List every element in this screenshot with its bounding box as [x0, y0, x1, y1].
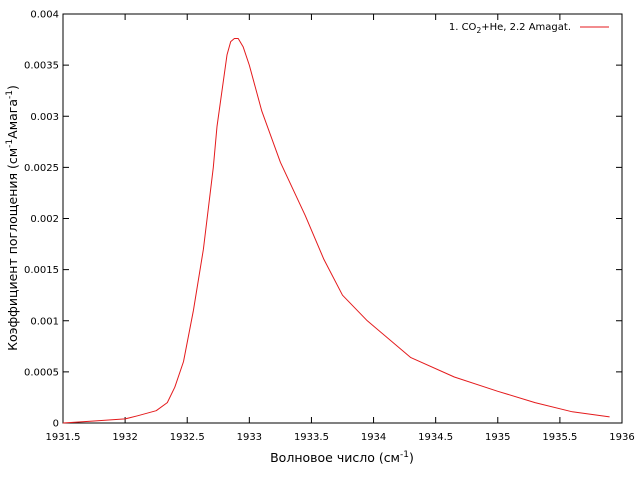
x-tick-label: 1932.5 [170, 432, 205, 443]
x-axis-ticks: 1931.5 1932 1932.5 1933 1933.5 1934 1934.5 1935… [46, 14, 635, 443]
y-axis-ticks: 0 0.0005 0.001 0.0015 0.002 0.0025 0.003 0.0035… [24, 10, 622, 430]
y-tick-label: 0.0005 [24, 367, 59, 378]
series-line [62, 38, 610, 424]
legend: 1. CO2+He, 2.2 Amagat. [449, 22, 609, 35]
y-axis-title: Коэффициент поглощения (см-1Амага-1) [5, 85, 20, 351]
x-tick-label: 1934 [361, 432, 386, 443]
x-tick-label: 1934.5 [418, 432, 453, 443]
x-tick-label: 1932 [112, 432, 137, 443]
x-tick-label: 1933 [237, 432, 262, 443]
y-tick-label: 0.001 [30, 316, 59, 327]
x-axis-title: Волновое число (см-1) [270, 450, 414, 465]
plot-frame [62, 13, 623, 424]
y-tick-label: 0.002 [30, 214, 59, 225]
legend-label: 1. CO2+He, 2.2 Amagat. [449, 22, 571, 35]
x-tick-label: 1935.5 [542, 432, 577, 443]
y-tick-label: 0 [53, 419, 59, 430]
x-tick-label: 1935 [485, 432, 510, 443]
y-tick-label: 0.0015 [24, 265, 59, 276]
x-tick-label: 1936 [609, 432, 634, 443]
series-layer [62, 38, 610, 424]
x-tick-label: 1933.5 [294, 432, 329, 443]
x-tick-label: 1931.5 [46, 432, 81, 443]
y-tick-label: 0.0025 [24, 163, 59, 174]
y-tick-label: 0.003 [30, 112, 59, 123]
y-tick-label: 0.0035 [24, 61, 59, 72]
y-tick-label: 0.004 [30, 10, 59, 21]
